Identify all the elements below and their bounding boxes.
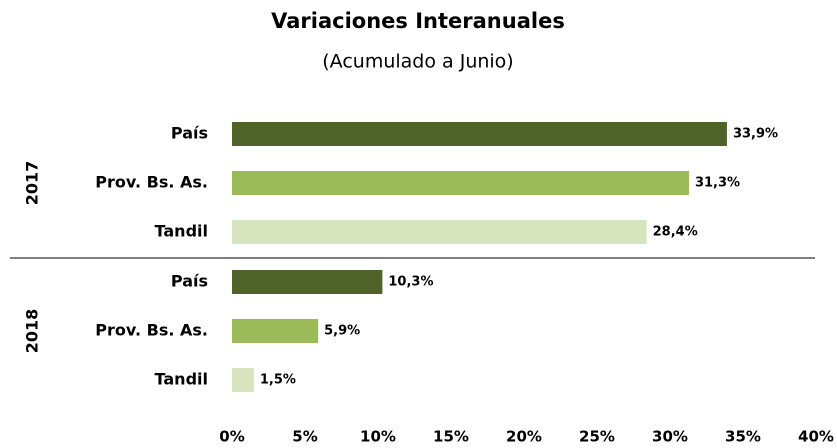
- chart-title: Variaciones Interanuales: [271, 9, 565, 33]
- x-tick-label: 35%: [725, 428, 761, 446]
- category-label: Prov. Bs. As.: [95, 173, 208, 192]
- x-tick-label: 40%: [798, 428, 834, 446]
- bar: [232, 171, 689, 195]
- x-tick-label: 0%: [219, 428, 244, 446]
- group-label: 2017: [23, 161, 42, 206]
- bar: [232, 270, 383, 294]
- value-label: 31,3%: [695, 176, 740, 191]
- x-tick-label: 30%: [652, 428, 688, 446]
- value-label: 5,9%: [324, 324, 360, 339]
- bar: [232, 220, 647, 244]
- bar: [232, 368, 254, 392]
- category-label: Tandil: [155, 222, 208, 241]
- x-tick-label: 10%: [360, 428, 396, 446]
- x-tick-label: 5%: [292, 428, 317, 446]
- category-label: Tandil: [155, 370, 208, 389]
- value-label: 33,9%: [733, 127, 778, 142]
- chart-subtitle: (Acumulado a Junio): [322, 51, 513, 73]
- category-label: Prov. Bs. As.: [95, 321, 208, 340]
- category-label: País: [171, 124, 208, 143]
- x-tick-label: 20%: [506, 428, 542, 446]
- value-label: 10,3%: [388, 275, 433, 290]
- x-tick-label: 15%: [433, 428, 469, 446]
- bar: [232, 319, 319, 343]
- bar: [232, 122, 727, 146]
- x-tick-label: 25%: [579, 428, 615, 446]
- group-label: 2018: [23, 309, 42, 354]
- value-label: 1,5%: [260, 373, 296, 388]
- category-label: País: [171, 272, 208, 291]
- value-label: 28,4%: [653, 225, 698, 240]
